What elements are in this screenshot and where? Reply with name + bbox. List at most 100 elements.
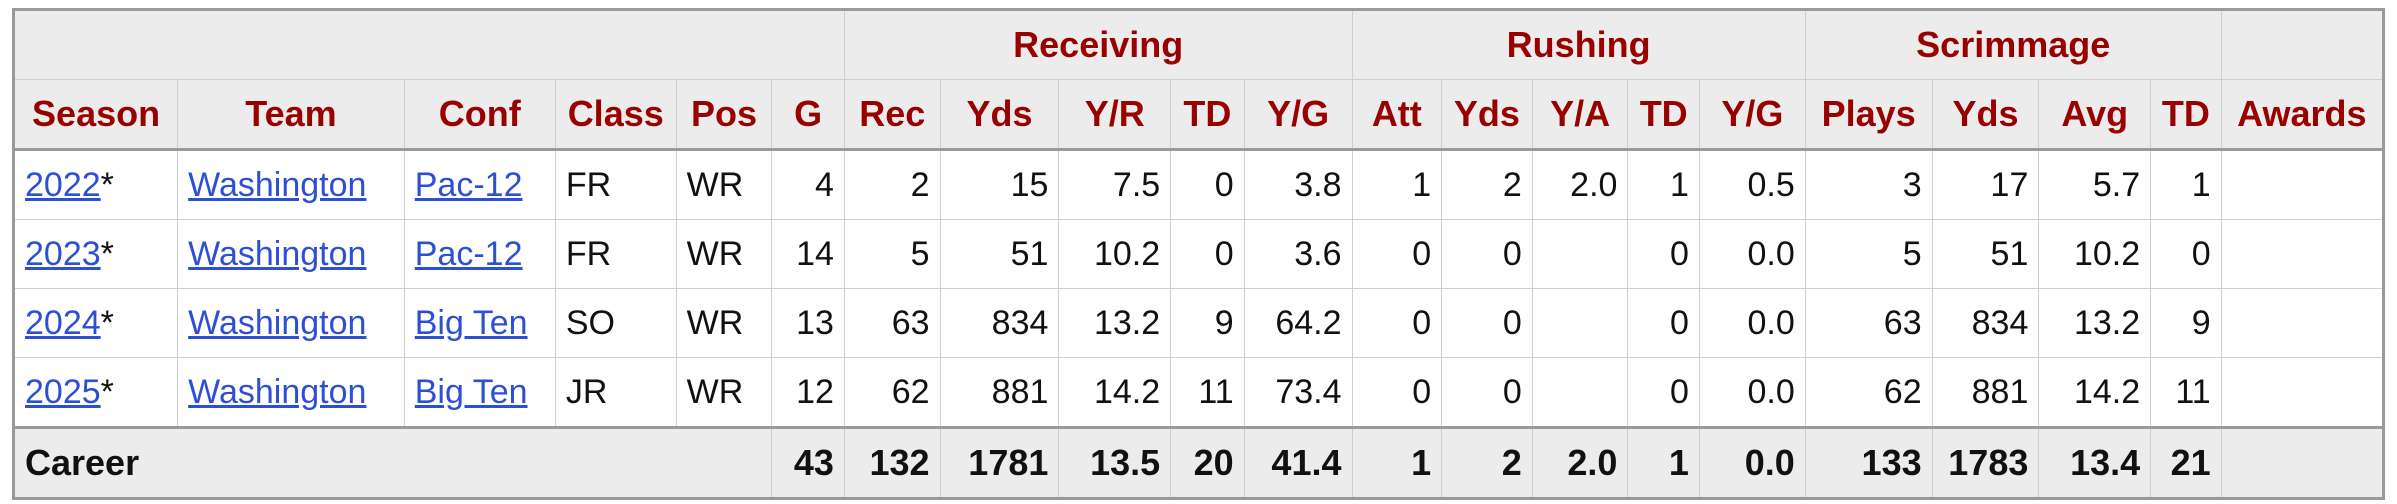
season-mark: * xyxy=(100,303,114,342)
conf-cell: Big Ten xyxy=(403,357,556,428)
conf-link[interactable]: Big Ten xyxy=(414,303,528,342)
col-header-att[interactable]: Att xyxy=(1351,79,1443,150)
awards-cell xyxy=(2220,357,2385,428)
rush-yds-cell: 0 xyxy=(1441,288,1533,358)
g-cell: 13 xyxy=(771,288,845,358)
col-header-rec-yds[interactable]: Yds xyxy=(939,79,1060,150)
career-g-cell: 43 xyxy=(771,427,845,499)
conf-link[interactable]: Pac-12 xyxy=(414,234,523,273)
col-header-class[interactable]: Class xyxy=(554,79,677,150)
col-header-scrim-td[interactable]: TD xyxy=(2150,79,2222,150)
col-header-plays[interactable]: Plays xyxy=(1804,79,1933,150)
rec-cell: 63 xyxy=(843,288,941,358)
scrim-td-cell: 9 xyxy=(2150,288,2222,358)
awards-cell xyxy=(2220,219,2385,289)
career-scrim-yds-cell: 1783 xyxy=(1931,427,2040,499)
rec-cell: 5 xyxy=(843,219,941,289)
col-header-g[interactable]: G xyxy=(771,79,845,150)
season-link[interactable]: 2024 xyxy=(25,303,101,342)
rec-yg-cell: 73.4 xyxy=(1243,357,1353,428)
table-row: 2024* Washington Big Ten SO WR 13 63 834… xyxy=(12,288,2385,358)
conf-cell: Big Ten xyxy=(403,288,556,358)
scrim-td-cell: 1 xyxy=(2150,149,2222,220)
att-cell: 0 xyxy=(1351,288,1443,358)
season-link[interactable]: 2025 xyxy=(25,372,101,411)
rec-yds-cell: 881 xyxy=(939,357,1060,428)
col-header-conf[interactable]: Conf xyxy=(403,79,556,150)
rec-yds-cell: 834 xyxy=(939,288,1060,358)
avg-cell: 13.2 xyxy=(2038,288,2152,358)
awards-cell xyxy=(2220,149,2385,220)
team-link[interactable]: Washington xyxy=(188,303,367,342)
group-header-row: Receiving Rushing Scrimmage xyxy=(13,9,2385,80)
rec-cell: 62 xyxy=(843,357,941,428)
season-link[interactable]: 2023 xyxy=(25,234,101,273)
col-header-rec-yg[interactable]: Y/G xyxy=(1243,79,1353,150)
scrim-yds-cell: 834 xyxy=(1931,288,2040,358)
table-row: 2022* Washington Pac-12 FR WR 4 2 15 7.5… xyxy=(12,149,2385,220)
group-header-blank-awards xyxy=(2220,9,2385,80)
team-cell: Washington xyxy=(177,149,405,220)
season-mark: * xyxy=(100,234,114,273)
career-att-cell: 1 xyxy=(1351,427,1443,499)
team-link[interactable]: Washington xyxy=(188,372,367,411)
yr-cell: 13.2 xyxy=(1058,288,1172,358)
rush-td-cell: 0 xyxy=(1627,288,1700,358)
rec-yg-cell: 3.8 xyxy=(1243,149,1353,220)
awards-cell xyxy=(2220,288,2385,358)
conf-cell: Pac-12 xyxy=(403,149,556,220)
career-rec-td-cell: 20 xyxy=(1170,427,1245,499)
career-rec-cell: 132 xyxy=(843,427,941,499)
rush-yg-cell: 0.0 xyxy=(1698,357,1806,428)
col-header-rush-td[interactable]: TD xyxy=(1627,79,1700,150)
team-cell: Washington xyxy=(177,288,405,358)
col-header-rush-yg[interactable]: Y/G xyxy=(1698,79,1806,150)
conf-link[interactable]: Big Ten xyxy=(414,372,528,411)
stats-table-wrapper: Receiving Rushing Scrimmage Season Team … xyxy=(12,8,2385,500)
col-header-rec[interactable]: Rec xyxy=(843,79,941,150)
group-header-rushing: Rushing xyxy=(1351,9,1806,80)
class-cell: JR xyxy=(554,357,677,428)
team-link[interactable]: Washington xyxy=(188,234,367,273)
career-ya-cell: 2.0 xyxy=(1531,427,1629,499)
rush-yg-cell: 0.0 xyxy=(1698,288,1806,358)
season-cell: 2023* xyxy=(12,219,179,289)
att-cell: 0 xyxy=(1351,357,1443,428)
col-header-ya[interactable]: Y/A xyxy=(1531,79,1629,150)
plays-cell: 5 xyxy=(1804,219,1933,289)
col-header-pos[interactable]: Pos xyxy=(675,79,773,150)
plays-cell: 62 xyxy=(1804,357,1933,428)
col-header-rec-td[interactable]: TD xyxy=(1170,79,1245,150)
career-scrim-td-cell: 21 xyxy=(2150,427,2222,499)
scrim-yds-cell: 17 xyxy=(1931,149,2040,220)
rec-yds-cell: 51 xyxy=(939,219,1060,289)
pos-cell: WR xyxy=(675,219,773,289)
team-cell: Washington xyxy=(177,357,405,428)
att-cell: 1 xyxy=(1351,149,1443,220)
att-cell: 0 xyxy=(1351,219,1443,289)
group-header-receiving: Receiving xyxy=(843,9,1353,80)
col-header-awards[interactable]: Awards xyxy=(2220,79,2385,150)
col-header-season[interactable]: Season xyxy=(12,79,179,150)
team-link[interactable]: Washington xyxy=(188,165,367,204)
col-header-scrim-yds[interactable]: Yds xyxy=(1931,79,2040,150)
rec-cell: 2 xyxy=(843,149,941,220)
rec-td-cell: 0 xyxy=(1170,149,1245,220)
season-cell: 2025* xyxy=(12,357,179,428)
avg-cell: 14.2 xyxy=(2038,357,2152,428)
conf-link[interactable]: Pac-12 xyxy=(414,165,523,204)
class-cell: SO xyxy=(554,288,677,358)
pos-cell: WR xyxy=(675,288,773,358)
yr-cell: 7.5 xyxy=(1058,149,1172,220)
career-avg-cell: 13.4 xyxy=(2038,427,2152,499)
col-header-team[interactable]: Team xyxy=(177,79,405,150)
rec-td-cell: 9 xyxy=(1170,288,1245,358)
pos-cell: WR xyxy=(675,149,773,220)
season-link[interactable]: 2022 xyxy=(25,165,101,204)
ya-cell xyxy=(1531,357,1629,428)
col-header-rush-yds[interactable]: Yds xyxy=(1441,79,1533,150)
col-header-yr[interactable]: Y/R xyxy=(1058,79,1172,150)
ya-cell xyxy=(1531,219,1629,289)
col-header-avg[interactable]: Avg xyxy=(2038,79,2152,150)
career-yr-cell: 13.5 xyxy=(1058,427,1172,499)
